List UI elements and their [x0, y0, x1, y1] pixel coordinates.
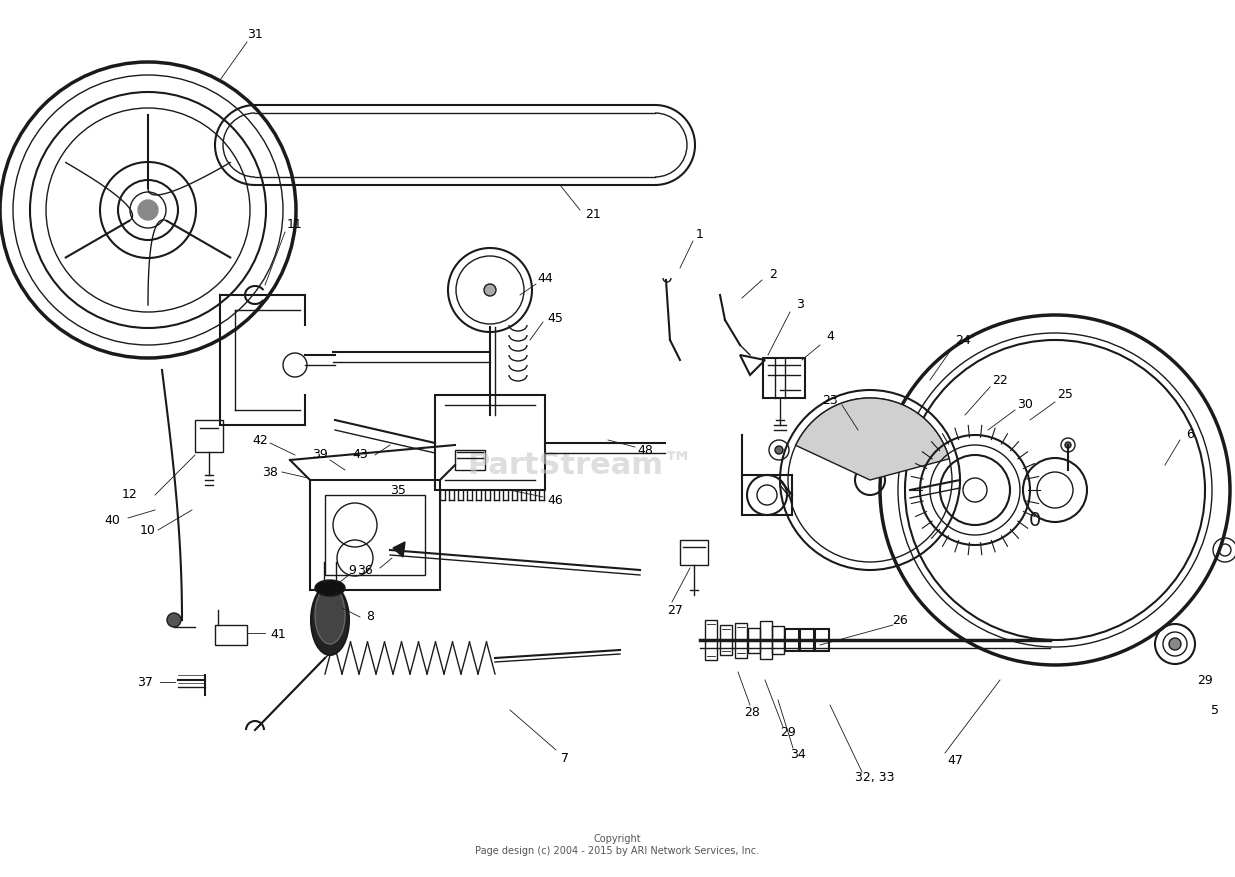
Bar [325, 495, 425, 575]
Text: 6: 6 [1186, 429, 1194, 441]
Text: 32, 33: 32, 33 [856, 772, 894, 785]
Text: 23: 23 [823, 394, 837, 407]
Bar [785, 629, 799, 651]
Text: 34: 34 [790, 748, 806, 761]
Circle shape [484, 284, 496, 296]
Text: 37: 37 [137, 675, 153, 688]
Text: 36: 36 [357, 564, 373, 576]
Text: 30: 30 [1018, 398, 1032, 411]
Bar [680, 540, 708, 565]
Circle shape [1065, 442, 1071, 448]
Text: 31: 31 [247, 28, 263, 41]
Text: 25: 25 [1057, 389, 1073, 402]
Text: 43: 43 [352, 448, 368, 461]
Circle shape [138, 200, 158, 220]
Bar [454, 450, 485, 470]
Text: PartStream™: PartStream™ [467, 451, 693, 480]
Text: 3: 3 [797, 298, 804, 311]
Circle shape [167, 613, 182, 627]
Bar [735, 623, 747, 658]
Bar [310, 480, 440, 590]
Text: 22: 22 [992, 374, 1008, 387]
Text: 38: 38 [262, 466, 278, 479]
Text: 47: 47 [947, 753, 963, 766]
Text: 4: 4 [826, 331, 834, 344]
Text: 35: 35 [390, 483, 406, 496]
Text: 39: 39 [312, 448, 327, 461]
Text: 0: 0 [1029, 510, 1041, 530]
Bar [763, 358, 805, 398]
Bar [760, 621, 772, 659]
Bar [748, 628, 760, 653]
Text: Copyright
Page design (c) 2004 - 2015 by ARI Network Services, Inc.: Copyright Page design (c) 2004 - 2015 by… [475, 834, 760, 856]
Text: 5: 5 [1212, 703, 1219, 717]
Text: 40: 40 [104, 514, 120, 526]
Text: 7: 7 [561, 752, 569, 765]
Text: 27: 27 [667, 603, 683, 617]
Ellipse shape [315, 580, 345, 596]
Text: 29: 29 [781, 726, 795, 739]
Ellipse shape [311, 585, 350, 655]
Text: 45: 45 [547, 311, 563, 324]
Text: 21: 21 [585, 209, 601, 222]
Text: 8: 8 [366, 610, 374, 624]
Text: 28: 28 [743, 705, 760, 718]
Ellipse shape [315, 586, 345, 644]
Text: 11: 11 [287, 218, 303, 232]
Bar [215, 625, 247, 645]
Bar [772, 626, 784, 654]
Bar [815, 629, 829, 651]
Circle shape [1170, 638, 1181, 650]
Bar [720, 625, 732, 655]
Text: 29: 29 [1197, 674, 1213, 687]
Bar [195, 420, 224, 452]
Polygon shape [393, 542, 405, 557]
Text: 10: 10 [140, 524, 156, 537]
Bar [435, 395, 545, 490]
Text: 42: 42 [252, 433, 268, 446]
Text: 44: 44 [537, 272, 553, 284]
Text: 9: 9 [348, 564, 356, 576]
Text: 2: 2 [769, 268, 777, 282]
Circle shape [776, 446, 783, 454]
Text: 46: 46 [547, 494, 563, 507]
Text: 12: 12 [122, 488, 138, 502]
Text: 26: 26 [892, 614, 908, 626]
Text: 24: 24 [955, 333, 971, 346]
Text: 48: 48 [637, 444, 653, 457]
Text: 41: 41 [270, 629, 285, 641]
Wedge shape [795, 398, 950, 480]
Bar [800, 629, 814, 651]
Text: 1: 1 [697, 229, 704, 241]
Bar [705, 620, 718, 660]
